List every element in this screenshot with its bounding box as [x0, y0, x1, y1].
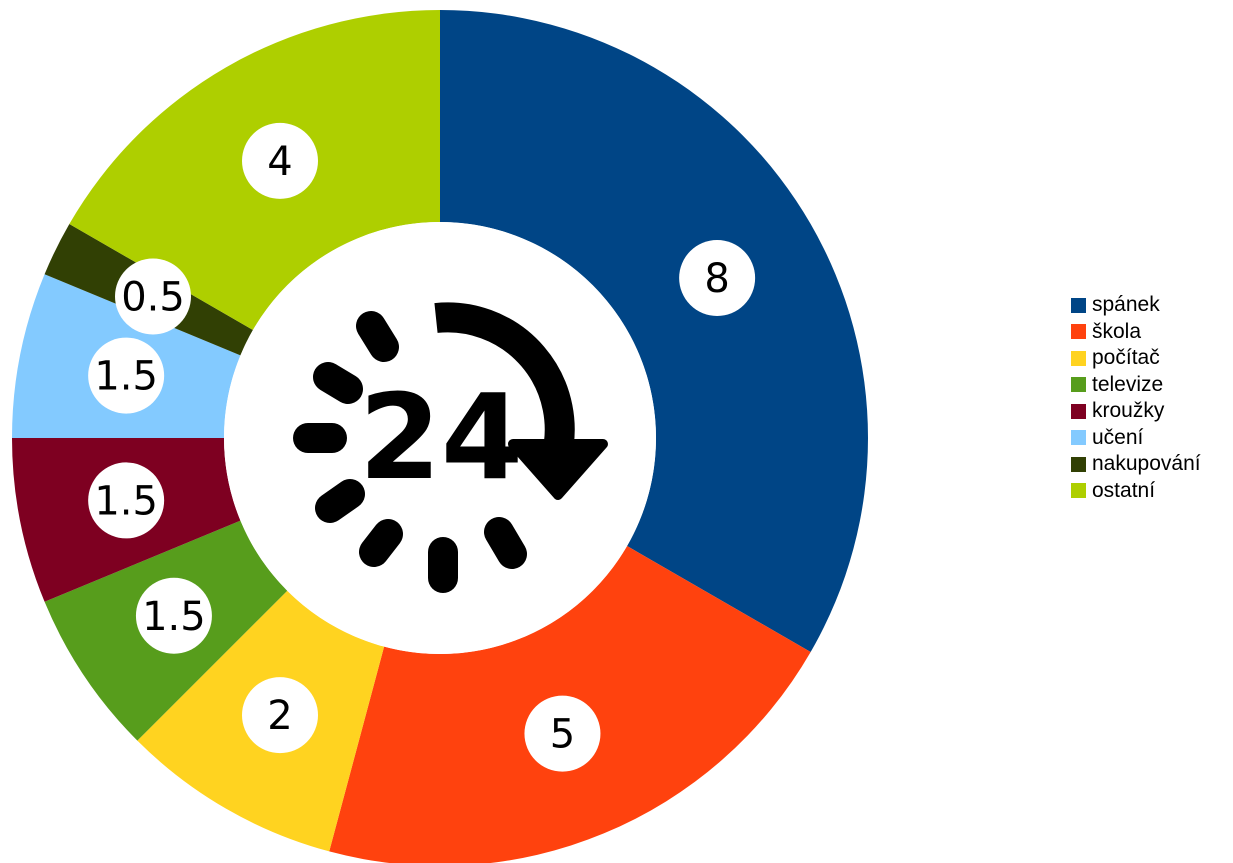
slice-1 — [440, 10, 868, 652]
slice-label-bubble — [88, 337, 165, 414]
legend-swatch — [1071, 403, 1086, 419]
slice-value-label: 5 — [550, 712, 575, 758]
legend-swatch — [1071, 430, 1086, 446]
slice-value-label: 8 — [704, 256, 729, 302]
legend: spánek škola počítač televize kroužky učení na… — [1071, 292, 1201, 504]
24-hour-clockwise-icon: 24 — [293, 302, 608, 593]
legend-item: ostatní — [1071, 478, 1201, 505]
slice-value-label: 1.5 — [142, 594, 206, 640]
legend-item: kroužky — [1071, 398, 1201, 425]
slice-labels: 8 5 2 1.5 1.5 1.5 0.5 4 — [88, 122, 756, 772]
legend-label: počítač — [1092, 346, 1160, 370]
legend-label: učení — [1092, 425, 1144, 449]
legend-swatch — [1071, 456, 1086, 472]
center-icon-group: 24 — [224, 222, 656, 654]
legend-item: škola — [1071, 319, 1201, 346]
legend-item: počítač — [1071, 345, 1201, 372]
legend-label: spánek — [1092, 293, 1160, 317]
legend-label: škola — [1092, 319, 1142, 343]
slice-label-bubble — [242, 122, 318, 199]
slice-label-bubble — [679, 240, 756, 316]
legend-swatch — [1071, 324, 1086, 340]
legend-item: televize — [1071, 372, 1201, 399]
slice-value-label: 0.5 — [121, 274, 185, 320]
legend-item: spánek — [1071, 292, 1201, 319]
legend-swatch — [1071, 350, 1086, 366]
slice-label-bubble — [88, 462, 165, 539]
legend-item: nakupování — [1071, 451, 1201, 478]
legend-label: ostatní — [1092, 478, 1156, 502]
legend-label: televize — [1092, 372, 1164, 396]
slice-label-bubble — [135, 577, 212, 654]
slice-label-bubble — [524, 695, 601, 772]
slice-value-label: 4 — [267, 139, 292, 185]
donut-hole — [224, 222, 656, 654]
legend-swatch — [1071, 483, 1086, 499]
legend-swatch — [1071, 377, 1086, 393]
slice-value-label: 2 — [267, 693, 292, 739]
slice-label-bubble — [242, 677, 318, 754]
center-total-label: 24 — [359, 368, 523, 506]
legend-label: kroužky — [1092, 399, 1165, 423]
slice-label-bubble — [115, 258, 192, 335]
slice-value-label: 1.5 — [94, 478, 158, 524]
legend-label: nakupování — [1092, 452, 1201, 476]
legend-item: učení — [1071, 425, 1201, 452]
slice-value-label: 1.5 — [94, 354, 158, 400]
legend-swatch — [1071, 297, 1086, 313]
